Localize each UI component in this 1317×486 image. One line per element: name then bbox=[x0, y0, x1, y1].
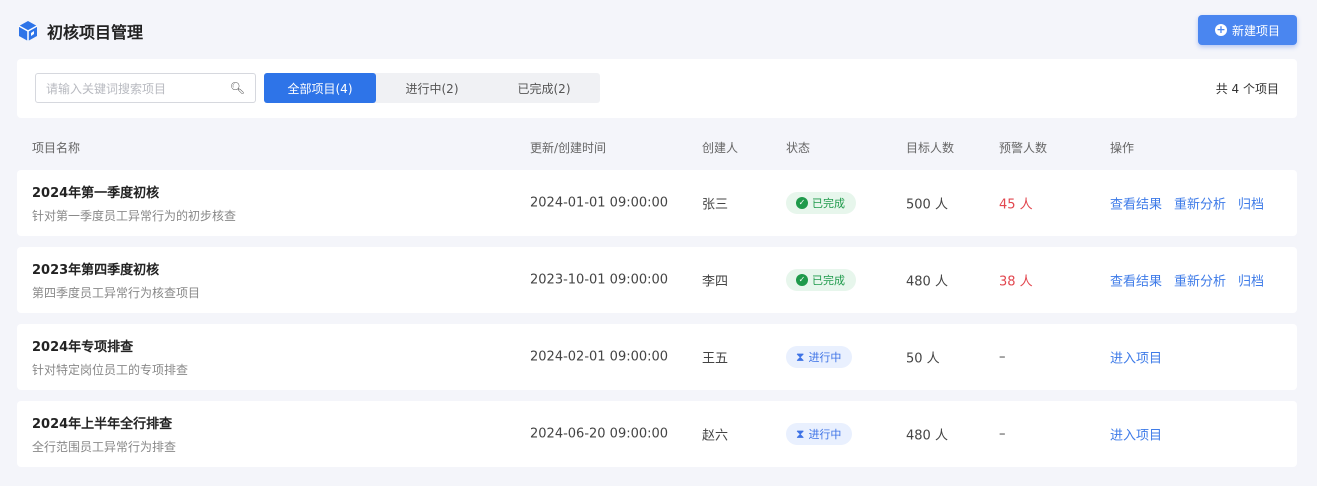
project-desc: 针对特定岗位员工的专项排查 bbox=[32, 363, 189, 377]
check-circle-icon: ✓ bbox=[796, 197, 808, 209]
status-label: 进行中 bbox=[808, 428, 842, 441]
hourglass-icon: ⧗ bbox=[796, 426, 805, 441]
table-row: 2024年专项排查针对特定岗位员工的专项排查 2024-02-01 09:00:… bbox=[17, 324, 1297, 390]
warning-count: 45 人 bbox=[999, 197, 1033, 213]
toolbar: 请输入关键词搜索项目 🔍︎ 全部项目(4) 进行中(2) 已完成(2) 共 4 个… bbox=[17, 59, 1297, 118]
status-label: 已完成 bbox=[812, 274, 845, 287]
search-input[interactable]: 请输入关键词搜索项目 🔍︎ bbox=[35, 73, 256, 103]
status-badge: ⧗ 进行中 bbox=[786, 346, 853, 368]
header-warning: 预警人数 bbox=[999, 141, 1048, 155]
target-count: 480 人 bbox=[906, 274, 948, 290]
target-count: 480 人 bbox=[906, 428, 948, 444]
action-link[interactable]: 查看结果 bbox=[1110, 274, 1163, 290]
check-circle-icon: ✓ bbox=[796, 274, 808, 286]
target-count: 500 人 bbox=[906, 197, 948, 213]
warning-count: – bbox=[999, 349, 1006, 365]
row-actions: 查看结果 重新分析 归档 bbox=[1110, 194, 1276, 213]
search-icon[interactable]: 🔍︎ bbox=[229, 81, 245, 95]
header-creator: 创建人 bbox=[702, 141, 739, 155]
warning-count: 38 人 bbox=[999, 274, 1033, 290]
table-row: 2024年上半年全行排查 全行范围员工异常行为排查 2024-06-20 09:0… bbox=[17, 401, 1297, 467]
action-link[interactable]: 进入项目 bbox=[1110, 428, 1163, 444]
action-link[interactable]: 归档 bbox=[1238, 197, 1265, 213]
project-creator: 张三 bbox=[702, 197, 729, 213]
tab-in-progress[interactable]: 进行中(2) bbox=[405, 81, 459, 96]
row-actions: 查看结果 重新分析 归档 bbox=[1110, 271, 1276, 290]
project-time: 2023-10-01 09:00:00 bbox=[530, 272, 669, 288]
project-desc: 针对第一季度员工异常行为的初步核查 bbox=[32, 209, 237, 223]
status-badge: ✓ 已完成 bbox=[786, 192, 856, 214]
project-desc: 全行范围员工异常行为排查 bbox=[32, 440, 177, 454]
table-row: 2024年第一季度初核针对第一季度员工异常行为的初步核查 2024-01-01 … bbox=[17, 170, 1297, 236]
project-name: 2024年第一季度初核 bbox=[32, 186, 160, 201]
action-link[interactable]: 进入项目 bbox=[1110, 351, 1163, 367]
target-count: 50 人 bbox=[906, 351, 940, 367]
project-creator: 赵六 bbox=[702, 428, 729, 444]
tab-all[interactable]: 全部项目(4) bbox=[264, 73, 376, 103]
project-time: 2024-01-01 09:00:00 bbox=[530, 195, 669, 211]
page-header: 初核项目管理 bbox=[17, 19, 143, 43]
header-target: 目标人数 bbox=[906, 141, 955, 155]
action-link[interactable]: 归档 bbox=[1238, 274, 1265, 290]
tab-completed[interactable]: 已完成(2) bbox=[517, 81, 571, 96]
search-placeholder: 请输入关键词搜索项目 bbox=[46, 81, 167, 96]
status-badge: ✓ 已完成 bbox=[786, 269, 856, 291]
hourglass-icon: ⧗ bbox=[796, 349, 805, 364]
status-badge: ⧗ 进行中 bbox=[786, 423, 853, 445]
action-link[interactable]: 查看结果 bbox=[1110, 197, 1163, 213]
plus-icon: + bbox=[1214, 23, 1227, 36]
project-time: 2024-06-20 09:00:00 bbox=[530, 426, 669, 442]
project-name: 2024年专项排查 bbox=[32, 340, 134, 355]
project-count: 共 4 个项目 bbox=[1215, 82, 1279, 96]
filter-tabs: 全部项目(4) 进行中(2) 已完成(2) bbox=[264, 73, 600, 103]
project-desc: 第四季度员工异常行为核查项目 bbox=[32, 286, 201, 300]
status-label: 进行中 bbox=[808, 351, 842, 364]
header-status: 状态 bbox=[786, 141, 811, 155]
action-link[interactable]: 重新分析 bbox=[1174, 274, 1227, 290]
action-link[interactable]: 重新分析 bbox=[1174, 197, 1227, 213]
row-actions: 进入项目 bbox=[1110, 348, 1174, 367]
header-name: 项目名称 bbox=[32, 141, 81, 155]
project-time: 2024-02-01 09:00:00 bbox=[530, 349, 669, 365]
project-creator: 王五 bbox=[702, 351, 729, 367]
project-creator: 李四 bbox=[702, 274, 729, 290]
cube-icon bbox=[18, 21, 38, 41]
header-actions: 操作 bbox=[1110, 141, 1135, 155]
project-name: 2023年第四季度初核 bbox=[32, 263, 160, 278]
header-time: 更新/创建时间 bbox=[530, 141, 607, 155]
page-title: 初核项目管理 bbox=[47, 23, 144, 42]
row-actions: 进入项目 bbox=[1110, 425, 1174, 444]
status-label: 已完成 bbox=[812, 197, 845, 210]
new-project-button[interactable]: + 新建项目 bbox=[1198, 15, 1297, 45]
warning-count: – bbox=[999, 426, 1006, 442]
new-project-label: 新建项目 bbox=[1231, 23, 1280, 38]
project-name: 2024年上半年全行排查 bbox=[32, 417, 173, 432]
table-row: 2023年第四季度初核第四季度员工异常行为核查项目 2023-10-01 09:… bbox=[17, 247, 1297, 313]
